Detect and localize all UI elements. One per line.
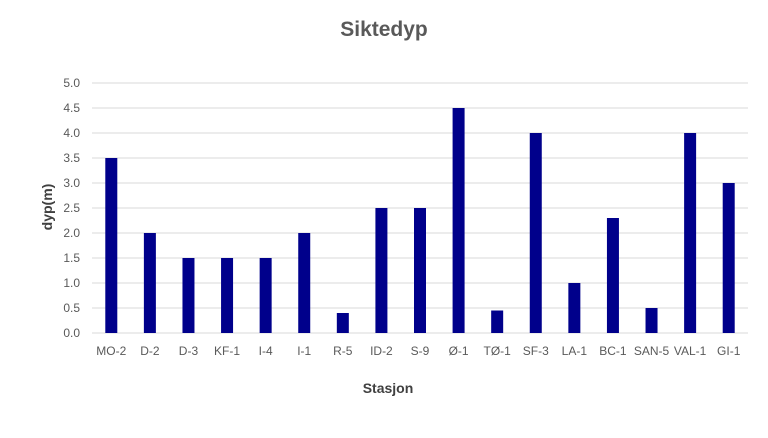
x-tick-label: GI-1 <box>717 344 741 358</box>
y-tick-label: 1.0 <box>63 276 80 290</box>
x-axis-ticks: MO-2 D-2 D-3 KF-1 I-4 I-1 R-5 ID-2 S-9 Ø-1 TØ-1 SF-… <box>96 344 740 358</box>
bar <box>568 283 581 333</box>
y-tick-label: 3.5 <box>63 151 80 165</box>
y-tick-label: 0.5 <box>63 301 80 315</box>
x-tick-label: MO-2 <box>96 344 126 358</box>
bar <box>375 208 388 333</box>
bars <box>105 108 735 333</box>
chart-title: Siktedyp <box>340 18 428 41</box>
x-tick-label: TØ-1 <box>484 344 512 358</box>
x-tick-label: S-9 <box>411 344 430 358</box>
y-tick-label: 0.0 <box>63 326 80 340</box>
y-tick-label: 2.5 <box>63 201 80 215</box>
y-axis-title: dyp(m) <box>39 184 55 231</box>
y-tick-label: 5.0 <box>63 76 80 90</box>
x-tick-label: LA-1 <box>562 344 588 358</box>
y-tick-label: 3.0 <box>63 176 80 190</box>
x-tick-label: Ø-1 <box>449 344 469 358</box>
bar <box>298 233 311 333</box>
bar <box>722 183 735 333</box>
y-tick-label: 1.5 <box>63 251 80 265</box>
y-axis-ticks: 0.0 0.5 1.0 1.5 2.0 2.5 3.0 3.5 4.0 4.5 5.0 <box>63 76 80 340</box>
x-tick-label: KF-1 <box>214 344 240 358</box>
bar <box>336 313 349 333</box>
y-tick-label: 4.5 <box>63 101 80 115</box>
bar <box>259 258 272 333</box>
bar <box>414 208 426 333</box>
bar <box>105 158 118 333</box>
bar <box>491 310 504 333</box>
x-tick-label: ID-2 <box>370 344 393 358</box>
x-tick-label: VAL-1 <box>674 344 707 358</box>
bar <box>529 133 542 333</box>
x-tick-label: I-4 <box>259 344 273 358</box>
x-tick-label: D-2 <box>140 344 160 358</box>
y-tick-label: 2.0 <box>63 226 80 240</box>
x-tick-label: R-5 <box>333 344 353 358</box>
bar <box>606 218 619 333</box>
bar <box>452 108 465 333</box>
x-tick-label: BC-1 <box>599 344 627 358</box>
bar <box>684 133 697 333</box>
x-tick-label: I-1 <box>297 344 311 358</box>
bar <box>182 258 195 333</box>
bar <box>645 308 658 333</box>
x-tick-label: D-3 <box>179 344 199 358</box>
bar <box>221 258 234 333</box>
x-tick-label: SAN-5 <box>634 344 670 358</box>
x-axis-title: Stasjon <box>363 380 414 396</box>
bar <box>143 233 156 333</box>
x-tick-label: SF-3 <box>523 344 549 358</box>
y-tick-label: 4.0 <box>63 126 80 140</box>
